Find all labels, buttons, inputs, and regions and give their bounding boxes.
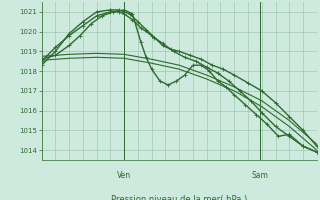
Text: Ven: Ven xyxy=(117,171,131,180)
Text: Pression niveau de la mer( hPa ): Pression niveau de la mer( hPa ) xyxy=(111,195,247,200)
Text: Sam: Sam xyxy=(252,171,269,180)
